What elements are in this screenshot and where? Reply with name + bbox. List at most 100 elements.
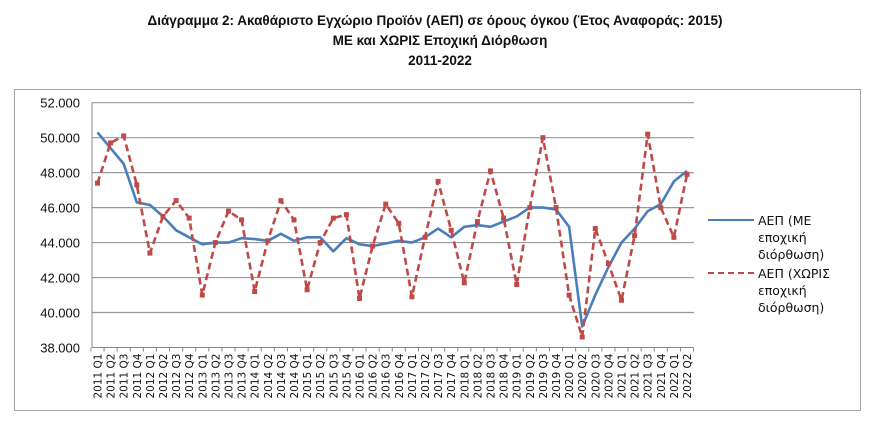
x-tick-label: 2015 Q4	[341, 353, 353, 398]
data-point-marker	[435, 178, 441, 184]
x-tick-label: 2011 Q2	[106, 354, 118, 399]
x-tick-label: 2020 Q1	[564, 354, 576, 399]
x-tick-label: 2014 Q3	[276, 354, 288, 399]
legend: ΑΕΠ (ΜΕ εποχική διόρθωση) ΑΕΠ (ΧΩΡΙΣ επο…	[700, 212, 860, 318]
x-tick-label: 2011 Q3	[119, 354, 131, 399]
data-point-marker	[658, 205, 664, 211]
data-point-marker	[461, 280, 467, 286]
data-point-marker	[645, 131, 651, 137]
x-tick-label: 2017 Q2	[420, 354, 432, 399]
data-point-marker	[540, 135, 546, 141]
data-point-marker	[173, 198, 179, 204]
series-line-adjusted	[96, 131, 688, 328]
x-tick-label: 2020 Q3	[590, 354, 602, 399]
data-point-marker	[474, 219, 480, 225]
data-point-marker	[553, 205, 559, 211]
x-tick-label: 2014 Q1	[250, 354, 262, 399]
data-point-marker	[265, 238, 271, 244]
x-tick-label: 2012 Q2	[158, 354, 170, 399]
data-point-marker	[370, 243, 376, 249]
x-tick-label: 2022 Q1	[669, 354, 681, 399]
data-point-marker	[304, 287, 310, 293]
x-tick-label: 2022 Q2	[682, 354, 694, 399]
data-point-marker	[605, 261, 611, 267]
data-point-marker	[212, 240, 218, 246]
data-point-marker	[671, 234, 677, 240]
x-tick-label: 2020 Q4	[603, 353, 615, 398]
legend-item-seasonally-adjusted: ΑΕΠ (ΜΕ εποχική διόρθωση)	[700, 212, 860, 263]
x-tick-label: 2018 Q2	[472, 354, 484, 399]
data-point-marker	[527, 205, 533, 211]
y-tick-label: 42.000	[40, 271, 80, 286]
x-tick-label: 2015 Q2	[315, 354, 327, 399]
data-point-marker	[95, 180, 100, 186]
x-tick-label: 2014 Q4	[289, 353, 301, 398]
data-point-marker	[514, 282, 520, 288]
x-tick-label: 2015 Q3	[328, 354, 340, 399]
data-point-marker	[343, 212, 349, 218]
x-axis: 2011 Q1 2011 Q2 2011 Q3 2011 Q4 2012 Q1 2012 …	[90, 347, 695, 399]
data-point-marker	[317, 240, 323, 246]
x-tick-label: 2011 Q1	[93, 354, 105, 399]
x-tick-label: 2019 Q2	[525, 354, 537, 399]
y-tick-label: 52.000	[40, 96, 80, 111]
chart-frame	[14, 89, 861, 411]
x-tick-label: 2020 Q2	[577, 354, 589, 399]
x-tick-label: 2011 Q4	[132, 353, 144, 398]
data-series	[95, 131, 690, 340]
x-tick-label: 2015 Q1	[302, 354, 314, 399]
data-point-marker	[186, 215, 192, 221]
x-tick-label: 2014 Q2	[263, 354, 275, 399]
x-tick-label: 2021 Q4	[656, 353, 668, 398]
x-tick-label: 2016 Q3	[381, 354, 393, 399]
x-tick-label: 2016 Q4	[394, 353, 406, 398]
x-tick-label: 2013 Q4	[237, 353, 249, 398]
data-point-marker	[226, 208, 231, 214]
data-point-marker	[121, 133, 127, 139]
gridlines	[92, 102, 694, 314]
y-tick-label: 46.000	[40, 201, 80, 216]
x-tick-label: 2012 Q3	[171, 354, 183, 399]
legend-label: εποχική	[758, 230, 807, 245]
y-tick-label: 38.000	[40, 341, 80, 356]
x-tick-label: 2021 Q2	[630, 354, 642, 399]
x-tick-label: 2013 Q1	[197, 354, 209, 399]
legend-label: διόρθωση)	[758, 247, 825, 262]
x-tick-label: 2018 Q4	[499, 353, 511, 398]
data-point-marker	[632, 233, 638, 239]
x-tick-label: 2017 Q3	[433, 354, 445, 399]
x-tick-label: 2016 Q1	[355, 354, 367, 399]
data-point-marker	[422, 234, 428, 240]
x-tick-label: 2021 Q1	[617, 354, 629, 399]
x-tick-label: 2018 Q3	[486, 354, 498, 399]
y-tick-label: 48.000	[40, 166, 80, 181]
data-point-marker	[278, 198, 284, 204]
legend-item-not-seasonally-adjusted: ΑΕΠ (ΧΩΡΙΣ εποχική διόρθωση)	[700, 265, 860, 316]
x-tick-label: 2013 Q3	[224, 354, 236, 399]
legend-label: ΑΕΠ (ΜΕ	[758, 213, 812, 228]
data-point-marker	[592, 226, 598, 232]
x-tick-label: 2019 Q4	[551, 353, 563, 398]
legend-label: εποχική	[758, 283, 807, 298]
x-tick-label: 2013 Q2	[210, 354, 222, 399]
data-point-marker	[409, 294, 415, 300]
x-tick-label: 2018 Q1	[459, 354, 471, 399]
x-tick-label: 2012 Q4	[184, 353, 196, 398]
data-point-marker	[566, 292, 572, 298]
data-point-marker	[160, 213, 166, 219]
data-point-marker	[488, 168, 493, 174]
data-point-marker	[383, 201, 389, 207]
data-point-marker	[147, 250, 153, 256]
x-tick-label: 2021 Q3	[643, 354, 655, 399]
legend-label: διόρθωση)	[758, 300, 825, 315]
x-tick-label: 2012 Q1	[145, 354, 157, 399]
x-tick-label: 2019 Q1	[512, 354, 524, 399]
data-point-marker	[448, 227, 454, 233]
x-tick-label: 2017 Q4	[446, 353, 458, 398]
legend-solid-line-icon	[708, 219, 754, 221]
x-tick-label: 2016 Q2	[368, 354, 380, 399]
data-point-marker	[619, 297, 624, 303]
chart-title-line2: ΜΕ και ΧΩΡΙΣ Εποχική Διόρθωση	[332, 33, 548, 48]
y-axis: 38.000 40.000 42.000 44.000 46.000 48.000 50.0…	[40, 96, 93, 356]
